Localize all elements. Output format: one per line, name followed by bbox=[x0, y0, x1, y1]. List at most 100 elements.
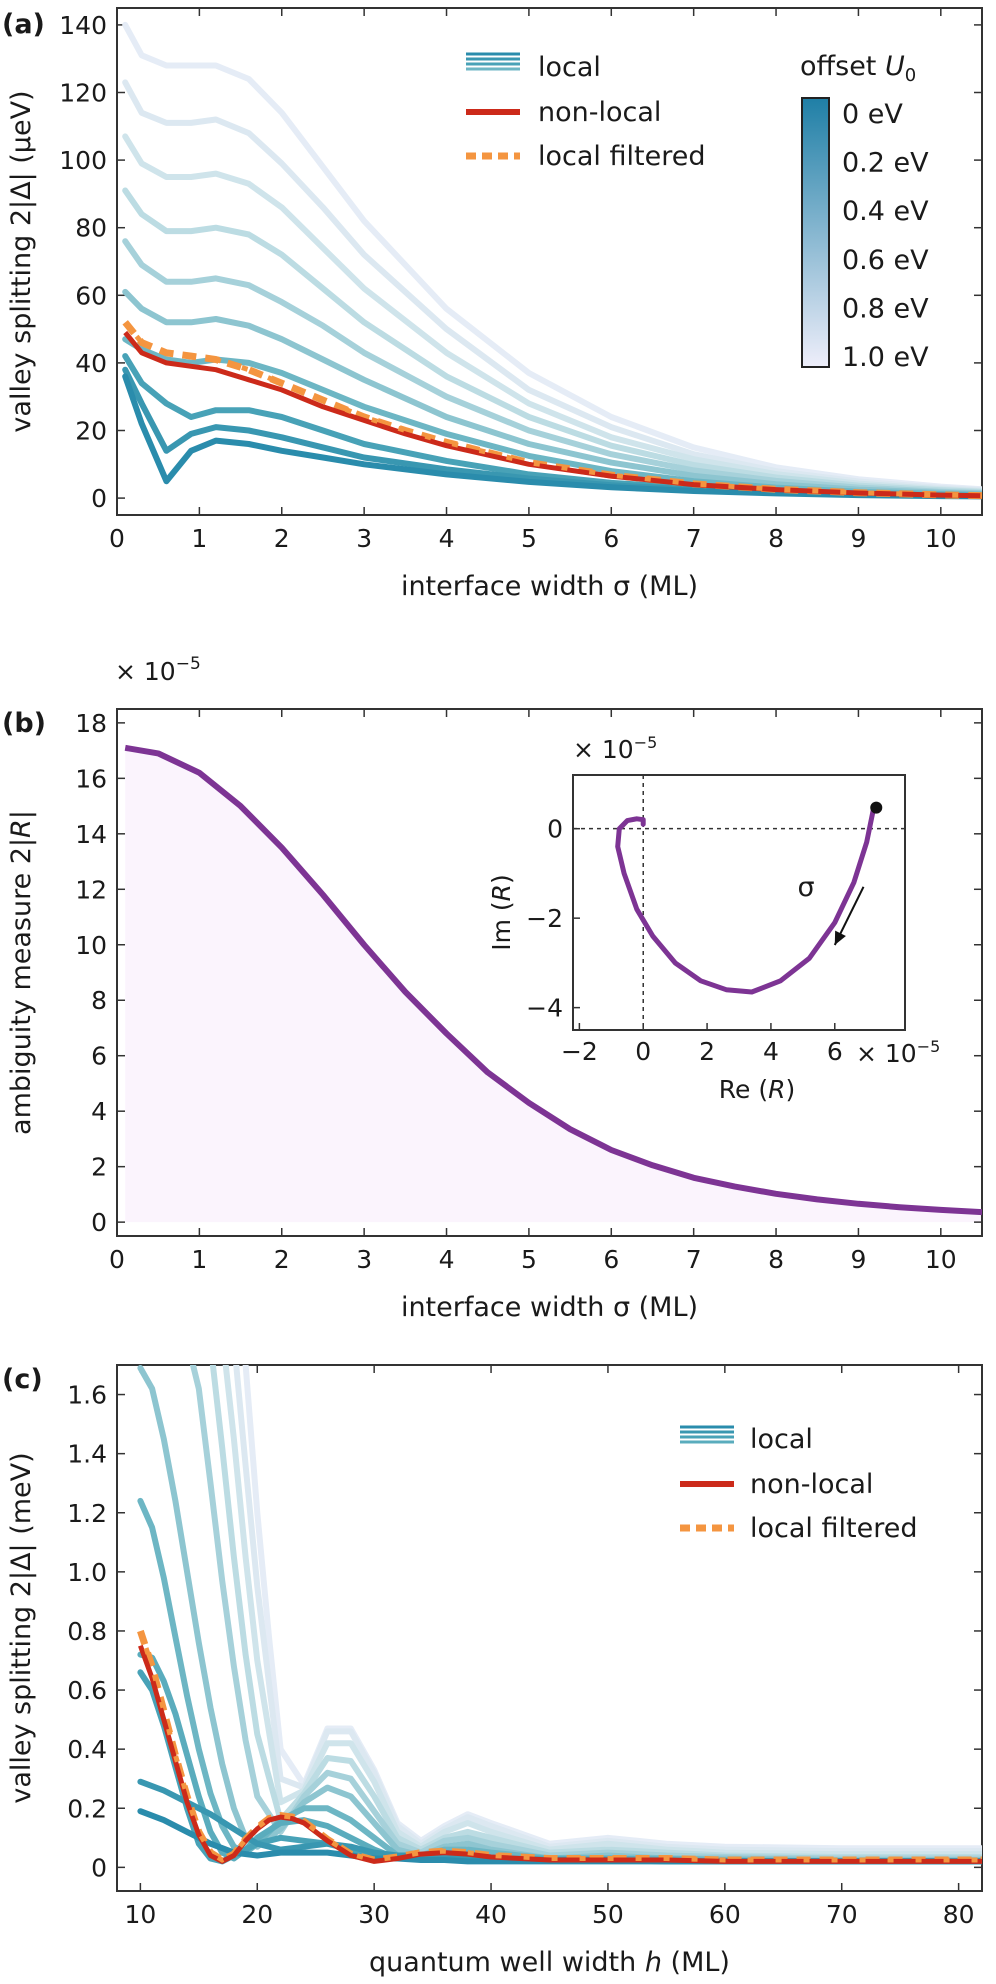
panel-a-xtick-label: 5 bbox=[521, 524, 537, 553]
inset-x-multiplier: × 10−5 bbox=[856, 1037, 940, 1068]
panel-b-label: (b) bbox=[2, 708, 46, 739]
ambiguity-area-fill bbox=[125, 747, 982, 1223]
ambiguity-series-line bbox=[124, 744, 982, 1216]
panel-b-xtick-label: 6 bbox=[603, 1245, 619, 1274]
panel-c-ytick-label: 1.6 bbox=[67, 1381, 107, 1410]
inset-frame bbox=[572, 774, 906, 1031]
legend-local-filtered-label: local filtered bbox=[750, 1513, 917, 1544]
legend-local-label: local bbox=[750, 1424, 813, 1455]
panel-a-xtick-label: 3 bbox=[356, 524, 372, 553]
panel-b-ytick-label: 2 bbox=[91, 1153, 107, 1182]
inset-start-point bbox=[870, 801, 883, 814]
local-series-line bbox=[242, 1365, 982, 1852]
panel-a-ytick-label: 20 bbox=[75, 417, 107, 446]
panel-c-frame bbox=[116, 1364, 983, 1892]
panel-b-frame bbox=[116, 708, 983, 1237]
colorbar-title: offset U0 bbox=[800, 51, 916, 86]
local-series-line bbox=[222, 1365, 982, 1858]
panel-b-ytick-label: 8 bbox=[91, 986, 107, 1015]
panel-a-ytick-label: 120 bbox=[59, 79, 107, 108]
panel-c-axes: 10 20 30 40 50 60 70 80 0 0.2 0.4 0.6 0.8 1.0 1.2 1.4 1.… bbox=[67, 1364, 983, 1929]
panel-a-xtick-label: 0 bbox=[109, 524, 125, 553]
inset-arrow-head bbox=[834, 930, 846, 945]
panel-a-ytick-label: 80 bbox=[75, 214, 107, 243]
inset-ytick-label: −4 bbox=[526, 994, 563, 1023]
inset-ylabel: Im (R) bbox=[487, 874, 516, 951]
panel-b-xtick-label: 2 bbox=[274, 1245, 290, 1274]
panel-b-xtick-label: 5 bbox=[521, 1245, 537, 1274]
panel-c-xlabel: quantum well width h (ML) bbox=[369, 1947, 730, 1978]
local-filtered-overlay-line bbox=[123, 320, 982, 499]
local-series-line bbox=[122, 373, 982, 500]
panel-a-xtick-label: 1 bbox=[191, 524, 207, 553]
panel-a-ytick-label: 100 bbox=[59, 146, 107, 175]
colorbar-tick-label: 0.6 eV bbox=[842, 245, 929, 276]
panel-c-xtick-label: 10 bbox=[124, 1900, 156, 1929]
inset-arrow-label: σ bbox=[797, 872, 814, 903]
inset-xtick-label: 4 bbox=[763, 1037, 779, 1066]
panel-a-xtick-label: 6 bbox=[603, 524, 619, 553]
panel-a-ytick-label: 60 bbox=[75, 281, 107, 310]
panel-c-ytick-label: 1.0 bbox=[67, 1558, 107, 1587]
panel-c-ytick-label: 0 bbox=[91, 1853, 107, 1882]
inset-ytick-label: −2 bbox=[526, 904, 563, 933]
panel-c-legend: local non-local local filtered bbox=[680, 1424, 917, 1544]
legend-non-local-label: non-local bbox=[538, 97, 661, 128]
panel-b-ytick-label: 6 bbox=[91, 1042, 107, 1071]
panel-b-ytick-label: 10 bbox=[75, 931, 107, 960]
inset-xtick-label: 6 bbox=[827, 1037, 843, 1066]
panel-a-xtick-label: 8 bbox=[768, 524, 784, 553]
legend-local-filtered-label: local filtered bbox=[538, 141, 705, 172]
inset-xlabel: Re (R) bbox=[719, 1075, 795, 1104]
panel-c-label: (c) bbox=[2, 1364, 43, 1395]
colorbar-tick-label: 0 eV bbox=[842, 99, 903, 130]
panel-a-xtick-label: 9 bbox=[850, 524, 866, 553]
panel-a-series bbox=[122, 21, 982, 500]
legend-non-local-label: non-local bbox=[750, 1469, 873, 1500]
panel-c-xtick-label: 60 bbox=[709, 1900, 741, 1929]
inset-xtick-label: 2 bbox=[699, 1037, 715, 1066]
inset-trajectory-line bbox=[615, 808, 876, 995]
colorbar-tick-label: 0.8 eV bbox=[842, 293, 929, 324]
inset-ytick-label: 0 bbox=[547, 815, 563, 844]
panel-b-ytick-label: 18 bbox=[75, 709, 107, 738]
panel-b-ylabel: ambiguity measure 2|R| bbox=[6, 810, 37, 1135]
panel-b-xtick-label: 1 bbox=[191, 1245, 207, 1274]
panel-b-ytick-label: 12 bbox=[75, 875, 107, 904]
panel-b-xlabel: interface width σ (ML) bbox=[401, 1292, 698, 1323]
panel-c-ytick-label: 1.4 bbox=[67, 1440, 107, 1469]
panel-a-ytick-label: 140 bbox=[59, 11, 107, 40]
panel-c-xtick-label: 20 bbox=[241, 1900, 273, 1929]
panel-c-xtick-label: 50 bbox=[592, 1900, 624, 1929]
panel-b-ytick-label: 16 bbox=[75, 764, 107, 793]
local-series-line bbox=[122, 21, 982, 493]
panel-c-ytick-label: 0.8 bbox=[67, 1617, 107, 1646]
panel-a-xtick-label: 2 bbox=[274, 524, 290, 553]
panel-b-ytick-label: 14 bbox=[75, 820, 107, 849]
panel-a-legend: local non-local local filtered bbox=[466, 52, 705, 172]
panel-a-xlabel: interface width σ (ML) bbox=[401, 571, 698, 602]
inset-xtick-label: −2 bbox=[561, 1037, 598, 1066]
panel-a-ytick-label: 0 bbox=[91, 484, 107, 513]
panel-c-ytick-label: 0.4 bbox=[67, 1735, 107, 1764]
panel-b-xtick-label: 3 bbox=[356, 1245, 372, 1274]
panel-b-ytick-label: 0 bbox=[91, 1208, 107, 1237]
panel-b-xtick-label: 7 bbox=[686, 1245, 702, 1274]
panel-b-multiplier: × 10−5 bbox=[115, 654, 201, 686]
panel-c-ylabel: valley splitting 2|Δ| (meV) bbox=[6, 1452, 37, 1803]
panel-a-colorbar: offset U0 0 eV 0.2 eV 0.4 eV 0.6 eV 0.8 eV 1.0… bbox=[800, 51, 929, 373]
inset-plot: −2 0 2 4 6 −4 −2 0 σ × 10−5 × 10−5 Re (R) Im (R) bbox=[487, 733, 940, 1104]
inset-y-multiplier: × 10−5 bbox=[573, 733, 657, 764]
panel-c-xtick-label: 40 bbox=[475, 1900, 507, 1929]
panel-c-xtick-label: 30 bbox=[358, 1900, 390, 1929]
panel-a-xtick-label: 10 bbox=[925, 524, 957, 553]
panel-b-xtick-label: 8 bbox=[768, 1245, 784, 1274]
panel-b-xtick-label: 0 bbox=[109, 1245, 125, 1274]
panel-a-frame bbox=[116, 7, 983, 516]
panel-a-label: (a) bbox=[2, 9, 45, 40]
panel-b-xtick-label: 4 bbox=[439, 1245, 455, 1274]
panel-c-xtick-label: 80 bbox=[943, 1900, 975, 1929]
panel-a-ylabel: valley splitting 2|Δ| (μeV) bbox=[6, 90, 37, 432]
